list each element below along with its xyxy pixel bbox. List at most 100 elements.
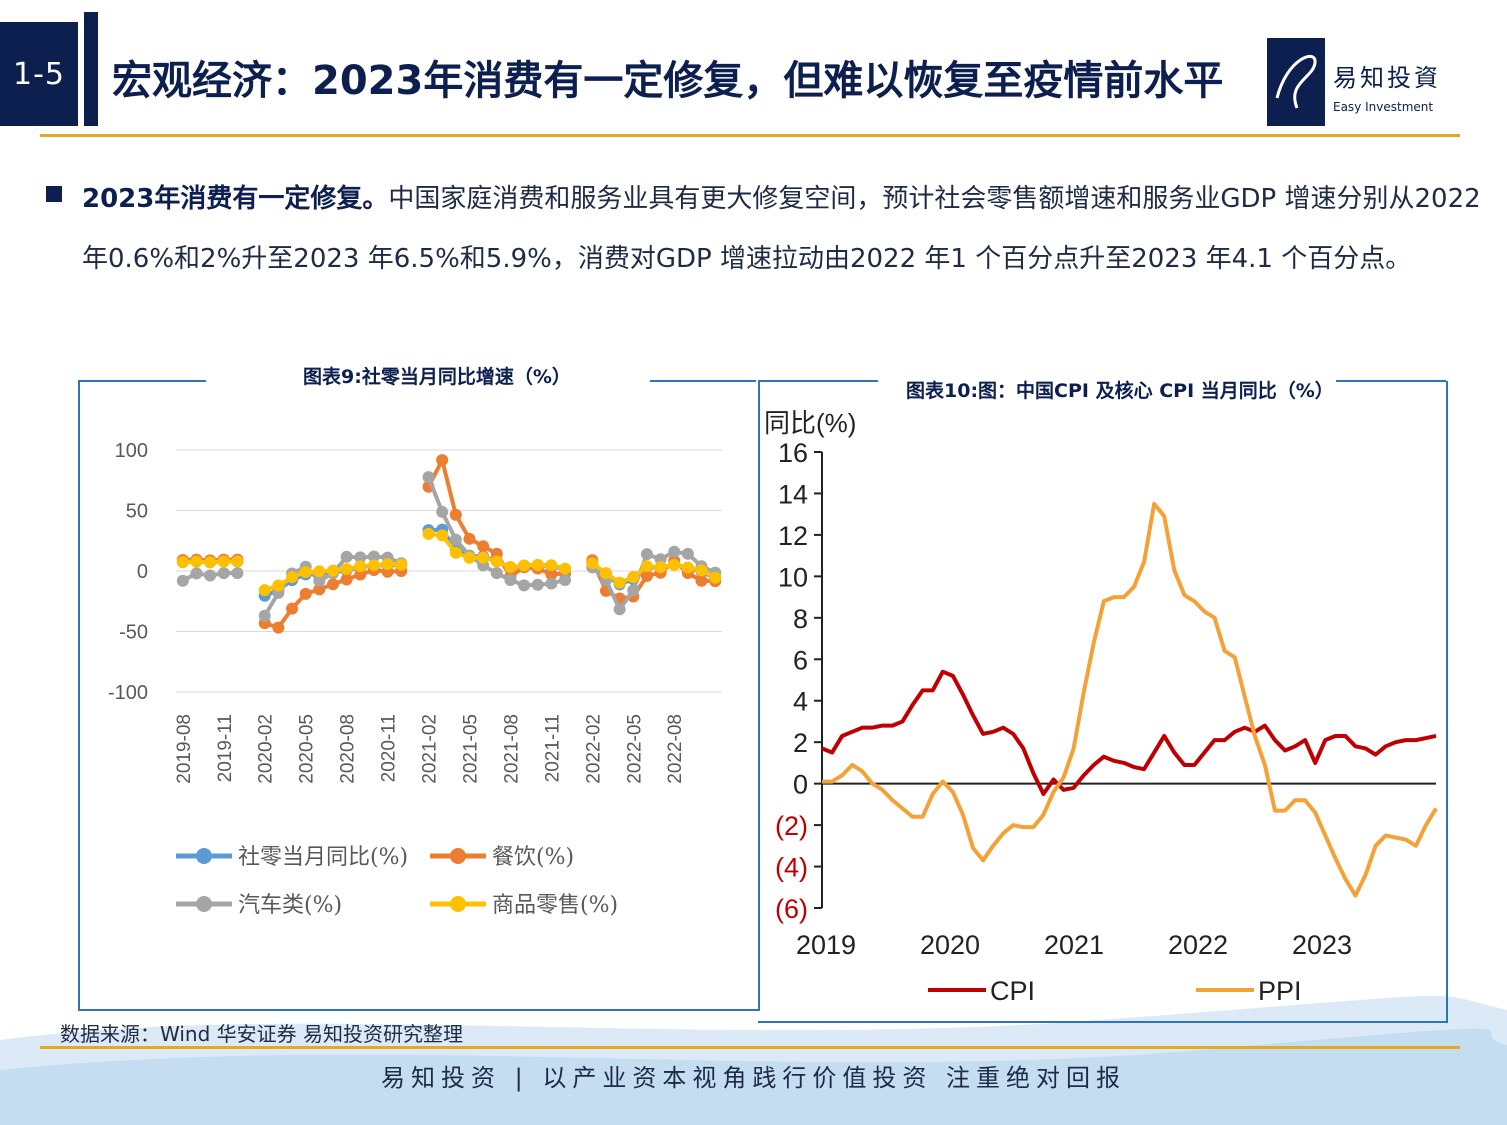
chart2-x-tick-label: 2019: [796, 930, 856, 960]
chart1-data-point: [518, 559, 531, 572]
chart1-x-tick-label: 2020-08: [338, 714, 359, 784]
chart1-data-point: [640, 560, 653, 573]
chart1-data-point: [681, 561, 694, 574]
chart1-data-point: [627, 571, 640, 584]
chart1-legend-label: 社零当月同比(%): [238, 845, 408, 870]
footer-slogan: 易知投资 | 以产业资本视角践行价值投资 注重绝对回报: [381, 1064, 1126, 1092]
chart1-data-point: [545, 559, 558, 572]
chart1-data-point: [340, 573, 353, 586]
chart1-data-point: [668, 558, 681, 571]
chart1-data-point: [613, 576, 626, 589]
chart1-data-point: [231, 567, 244, 580]
chart2-y-tick-label: 16: [778, 438, 808, 468]
chart1-data-point: [436, 454, 449, 467]
chart1-data-point: [313, 583, 326, 596]
chart1-data-point: [176, 556, 189, 569]
chart1-data-point: [326, 564, 339, 577]
chart1-data-point: [559, 562, 572, 575]
chart2-x-tick-label: 2023: [1292, 930, 1352, 960]
chart2-y-tick-label: (6): [775, 894, 808, 924]
intro-line-2: 年0.6%和2%升至2023 年6.5%和5.9%，消费对GDP 增速拉动由20…: [82, 244, 1412, 274]
data-source-note: 数据来源：Wind 华安证券 易知投资研究整理: [60, 1022, 463, 1046]
chart1-data-point: [477, 551, 490, 564]
chart1-legend-label: 汽车类(%): [238, 893, 342, 918]
chart1-data-point: [313, 565, 326, 578]
chart1-y-tick-label: 100: [115, 440, 148, 462]
chart2-y-tick-label: 12: [778, 521, 808, 551]
chart1-data-point: [299, 587, 312, 600]
chart1-data-point: [449, 546, 462, 559]
chart2-y-axis-label: 同比(%): [764, 408, 856, 438]
chart1-data-point: [599, 567, 612, 580]
chart1-data-point: [190, 567, 203, 580]
chart1-x-tick-label: 2019-11: [215, 714, 236, 782]
chart1-data-point: [613, 603, 626, 616]
chart1-legend-marker: [450, 848, 466, 864]
chart1-x-tick-label: 2022-05: [624, 714, 645, 784]
chart1-y-tick-label: 50: [126, 501, 148, 523]
chart2-y-tick-label: (2): [775, 811, 808, 841]
chart1-data-point: [504, 561, 517, 574]
chart2-frame-top-right: [1336, 380, 1446, 382]
chart1-data-point: [217, 567, 230, 580]
easy-investment-logo: [1267, 38, 1325, 126]
chart1-legend-marker: [450, 896, 466, 912]
chart1-data-point: [176, 574, 189, 587]
chart1-data-point: [258, 584, 271, 597]
chart1-data-point: [504, 573, 517, 586]
chart2-series-line: [822, 501, 1438, 898]
chart1-data-point: [681, 547, 694, 560]
logo-text-en: Easy Investment: [1333, 100, 1434, 114]
chart1-data-point: [436, 529, 449, 542]
chart2-title: 图表10:图：中国CPI 及核心 CPI 当月同比（%）: [906, 380, 1334, 402]
chart1-data-point: [531, 558, 544, 571]
chart1-data-point: [463, 532, 476, 545]
chart1-data-point: [204, 569, 217, 582]
chart1-legend-label: 商品零售(%): [492, 893, 618, 918]
chart1-retail-sales: 100 50 0 -50 -100 2019-08 2019-11 2020-02 2020-0…: [108, 440, 722, 918]
intro-lead: 2023年消费有一定修复。: [82, 184, 389, 214]
chart1-data-point: [640, 569, 653, 582]
header-divider: [40, 134, 1460, 137]
chart1-data-point: [422, 471, 435, 484]
chart1-x-tick-label: 2020-02: [256, 714, 277, 784]
chart1-data-point: [490, 555, 503, 568]
chart1-data-point: [709, 571, 722, 584]
chart1-title: 图表9:社零当月同比增速（%）: [303, 366, 571, 388]
chart1-data-point: [586, 557, 599, 570]
chart1-data-point: [518, 579, 531, 592]
header-accent-bar: [84, 12, 98, 126]
intro-line-1: 2023年消费有一定修复。中国家庭消费和服务业具有更大修复空间，预计社会零售额增…: [82, 178, 1481, 215]
chart2-y-tick-label: 10: [778, 562, 808, 592]
chart1-data-point: [449, 508, 462, 521]
chart1-data-point: [695, 574, 708, 587]
chart1-data-point: [217, 555, 230, 568]
chart1-data-point: [490, 567, 503, 580]
chart1-data-point: [545, 577, 558, 590]
chart1-data-point: [477, 540, 490, 553]
chart1-data-point: [340, 563, 353, 576]
intro-line-1-text: 中国家庭消费和服务业具有更大修复空间，预计社会零售额增速和服务业GDP 增速分别…: [388, 184, 1481, 214]
section-number: 1-5: [0, 22, 78, 126]
chart2-y-tick-label: 4: [793, 687, 808, 717]
chart1-data-point: [313, 574, 326, 587]
chart1-data-point: [326, 578, 339, 591]
chart1-data-point: [654, 561, 667, 574]
chart1-data-point: [367, 559, 380, 572]
chart2-frame: [758, 381, 1448, 1023]
chart2-series-line: [821, 669, 1437, 796]
chart1-series-line: [590, 549, 717, 612]
chart1-x-tick-label: 2021-08: [501, 714, 522, 784]
chart1-data-point: [354, 560, 367, 573]
chart2-x-tick-label: 2021: [1044, 930, 1104, 960]
chart1-x-tick-label: 2019-08: [174, 714, 195, 784]
chart1-data-point: [668, 545, 681, 558]
chart1-y-tick-label: -50: [119, 622, 148, 644]
chart1-data-point: [354, 551, 367, 564]
chart1-data-point: [354, 568, 367, 581]
chart1-data-point: [627, 584, 640, 597]
chart1-x-tick-label: 2020-05: [297, 714, 318, 784]
chart1-data-point: [463, 551, 476, 564]
chart1-legend-label: 餐饮(%): [492, 845, 574, 870]
chart1-data-point: [422, 527, 435, 540]
